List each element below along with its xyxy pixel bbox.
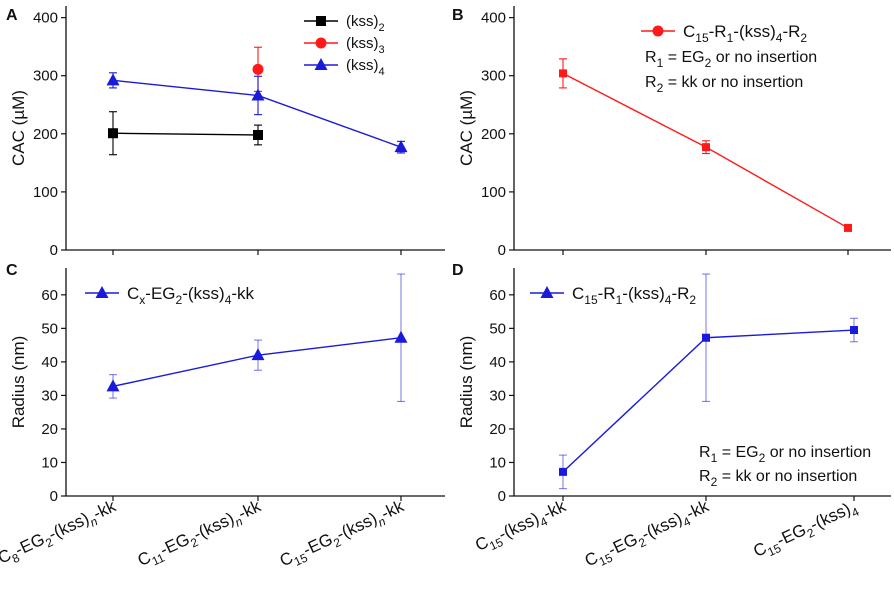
data-point [394, 330, 408, 343]
legend-marker [95, 286, 109, 298]
y-tick-label: 40 [489, 354, 506, 371]
data-point [106, 73, 120, 86]
legend-item: C15-R1-(kss)4-R2 [641, 22, 807, 45]
y-tick-label: 200 [481, 126, 506, 143]
legend-item: (kss)4 [304, 57, 385, 78]
legend-label: Cx-EG2-(kss)4-kk [127, 284, 255, 307]
legend-label: C15-R1-(kss)4-R2 [572, 284, 696, 307]
y-axis-title: Radius (nm) [457, 336, 476, 429]
y-tick-label: 0 [50, 242, 58, 259]
y-axis-title: CAC (µM) [457, 90, 476, 166]
y-tick-label: 300 [33, 68, 58, 85]
legend-marker [316, 16, 326, 26]
y-tick-label: 40 [41, 354, 58, 371]
legend-item: (kss)2 [304, 13, 385, 34]
series-line [112, 132, 259, 136]
legend-item: (kss)3 [304, 35, 385, 56]
y-axis-title: Radius (nm) [9, 336, 28, 429]
series-0 [559, 58, 852, 232]
y-tick-label: 50 [41, 320, 58, 337]
y-tick-label: 10 [41, 454, 58, 471]
y-tick-label: 30 [489, 387, 506, 404]
data-point [394, 140, 408, 153]
legend-marker [540, 286, 554, 298]
data-point [559, 467, 567, 476]
annotation: R2 = kk or no insertion [699, 468, 857, 489]
series-2 [106, 72, 408, 154]
panel-letter: B [452, 7, 464, 24]
y-axis-title: CAC (µM) [9, 90, 28, 166]
y-tick-label: 50 [489, 320, 506, 337]
series-0 [106, 273, 408, 402]
y-tick-label: 60 [489, 287, 506, 304]
y-tick-label: 10 [489, 454, 506, 471]
legend-item: Cx-EG2-(kss)4-kk [85, 284, 255, 307]
data-point [106, 379, 120, 392]
legend-label: (kss)3 [346, 35, 385, 56]
panel-a: A 0 100 200 300 400 CAC (µM) (kss)2(kss)3(kss)4 [6, 6, 445, 259]
panel-c: C 0 10 20 30 40 50 60 Radius (nm) C8-EG2-(kss)n-k… [0, 262, 445, 574]
category-label: C15-EG2-(kss)4-kk [582, 496, 714, 574]
legend-marker [315, 37, 327, 49]
legend-label: (kss)4 [346, 57, 385, 78]
panel-letter: D [452, 262, 464, 279]
legend-item: C15-R1-(kss)4-R2 [530, 284, 696, 307]
legend-label: C15-R1-(kss)4-R2 [683, 22, 807, 45]
y-tick-label: 100 [33, 184, 58, 201]
data-point [702, 333, 710, 342]
series-0 [559, 273, 858, 490]
data-point [850, 326, 858, 335]
y-tick-label: 400 [33, 10, 58, 27]
series-line [112, 337, 402, 388]
data-point [559, 69, 567, 78]
y-tick-label: 0 [498, 488, 506, 505]
data-point [702, 143, 710, 152]
panel-letter: C [6, 262, 18, 279]
y-tick-label: 300 [481, 68, 506, 85]
y-tick-label: 60 [41, 287, 58, 304]
series-0 [108, 111, 263, 156]
y-tick-label: 20 [41, 421, 58, 438]
y-tick-label: 0 [498, 242, 506, 259]
legend-label: (kss)2 [346, 13, 385, 34]
data-point [253, 129, 263, 140]
category-label: C11-EG2-(kss)n-kk [135, 496, 266, 573]
y-tick-label: 0 [50, 488, 58, 505]
y-tick-label: 400 [481, 10, 506, 27]
legend-marker [652, 25, 664, 37]
category-label: C8-EG2-(kss)n-kk [0, 496, 121, 571]
y-tick-label: 100 [481, 184, 506, 201]
data-point [251, 88, 265, 101]
category-label: C15-EG2-(kss)4 [750, 496, 861, 564]
legend-marker [314, 58, 328, 70]
annotation: R1 = EG2 or no insertion [699, 444, 871, 465]
annotation: R2 = kk or no insertion [645, 74, 803, 95]
category-label: C15-EG2-(kss)n-kk [277, 496, 409, 574]
data-point [252, 63, 264, 75]
panel-b: B 0 100 200 300 400 CAC (µM) C15-R1-(kss)4-R2 R1… [452, 6, 891, 259]
data-point [844, 223, 852, 232]
category-label: C15-(kss)4-kk [472, 496, 571, 558]
y-tick-label: 30 [41, 387, 58, 404]
y-tick-label: 20 [489, 421, 506, 438]
y-tick-label: 200 [33, 126, 58, 143]
data-point [251, 348, 265, 361]
data-point [108, 128, 118, 139]
annotation: R1 = EG2 or no insertion [645, 49, 817, 70]
panel-letter: A [6, 7, 18, 24]
